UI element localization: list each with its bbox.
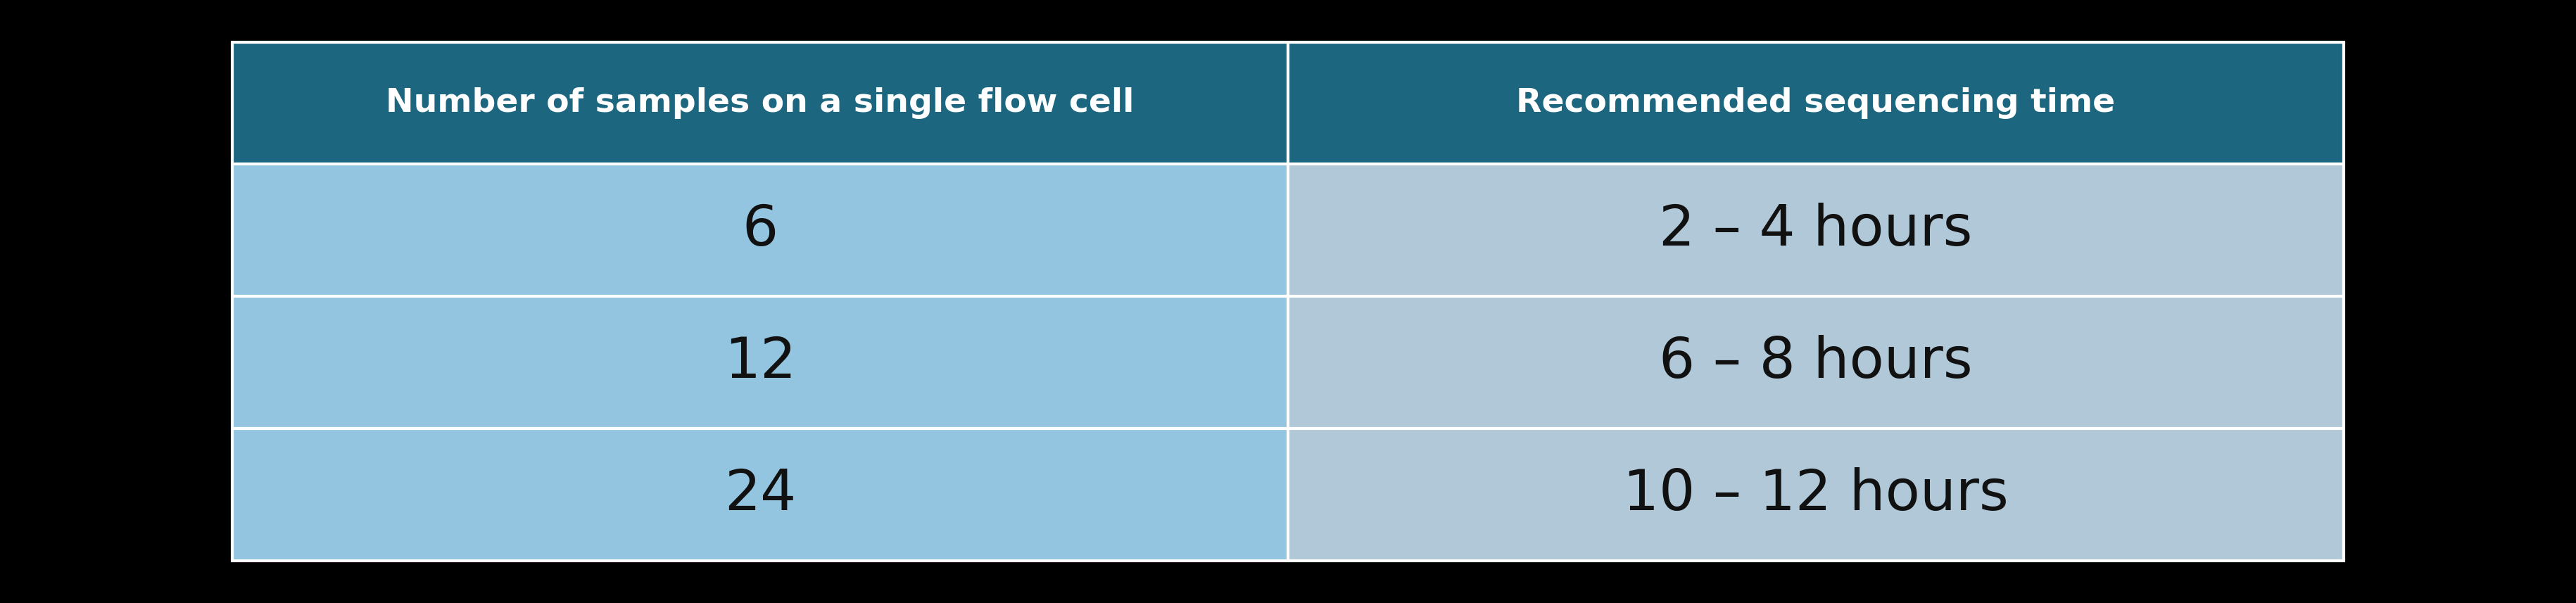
Bar: [1288, 42, 2344, 164]
Text: 10 – 12 hours: 10 – 12 hours: [1623, 467, 2009, 522]
Bar: [232, 429, 1288, 561]
Bar: [1288, 164, 2344, 296]
Text: Recommended sequencing time: Recommended sequencing time: [1517, 87, 2115, 119]
Text: 12: 12: [724, 335, 796, 390]
Bar: [1288, 296, 2344, 429]
Text: 2 – 4 hours: 2 – 4 hours: [1659, 203, 1973, 257]
Bar: [232, 296, 1288, 429]
Bar: [232, 164, 1288, 296]
Text: Number of samples on a single flow cell: Number of samples on a single flow cell: [386, 87, 1133, 119]
Bar: [232, 42, 1288, 164]
Bar: [232, 42, 2344, 561]
Text: 6 – 8 hours: 6 – 8 hours: [1659, 335, 1973, 390]
Bar: [1288, 429, 2344, 561]
Text: 24: 24: [724, 467, 796, 522]
Text: 6: 6: [742, 203, 778, 257]
